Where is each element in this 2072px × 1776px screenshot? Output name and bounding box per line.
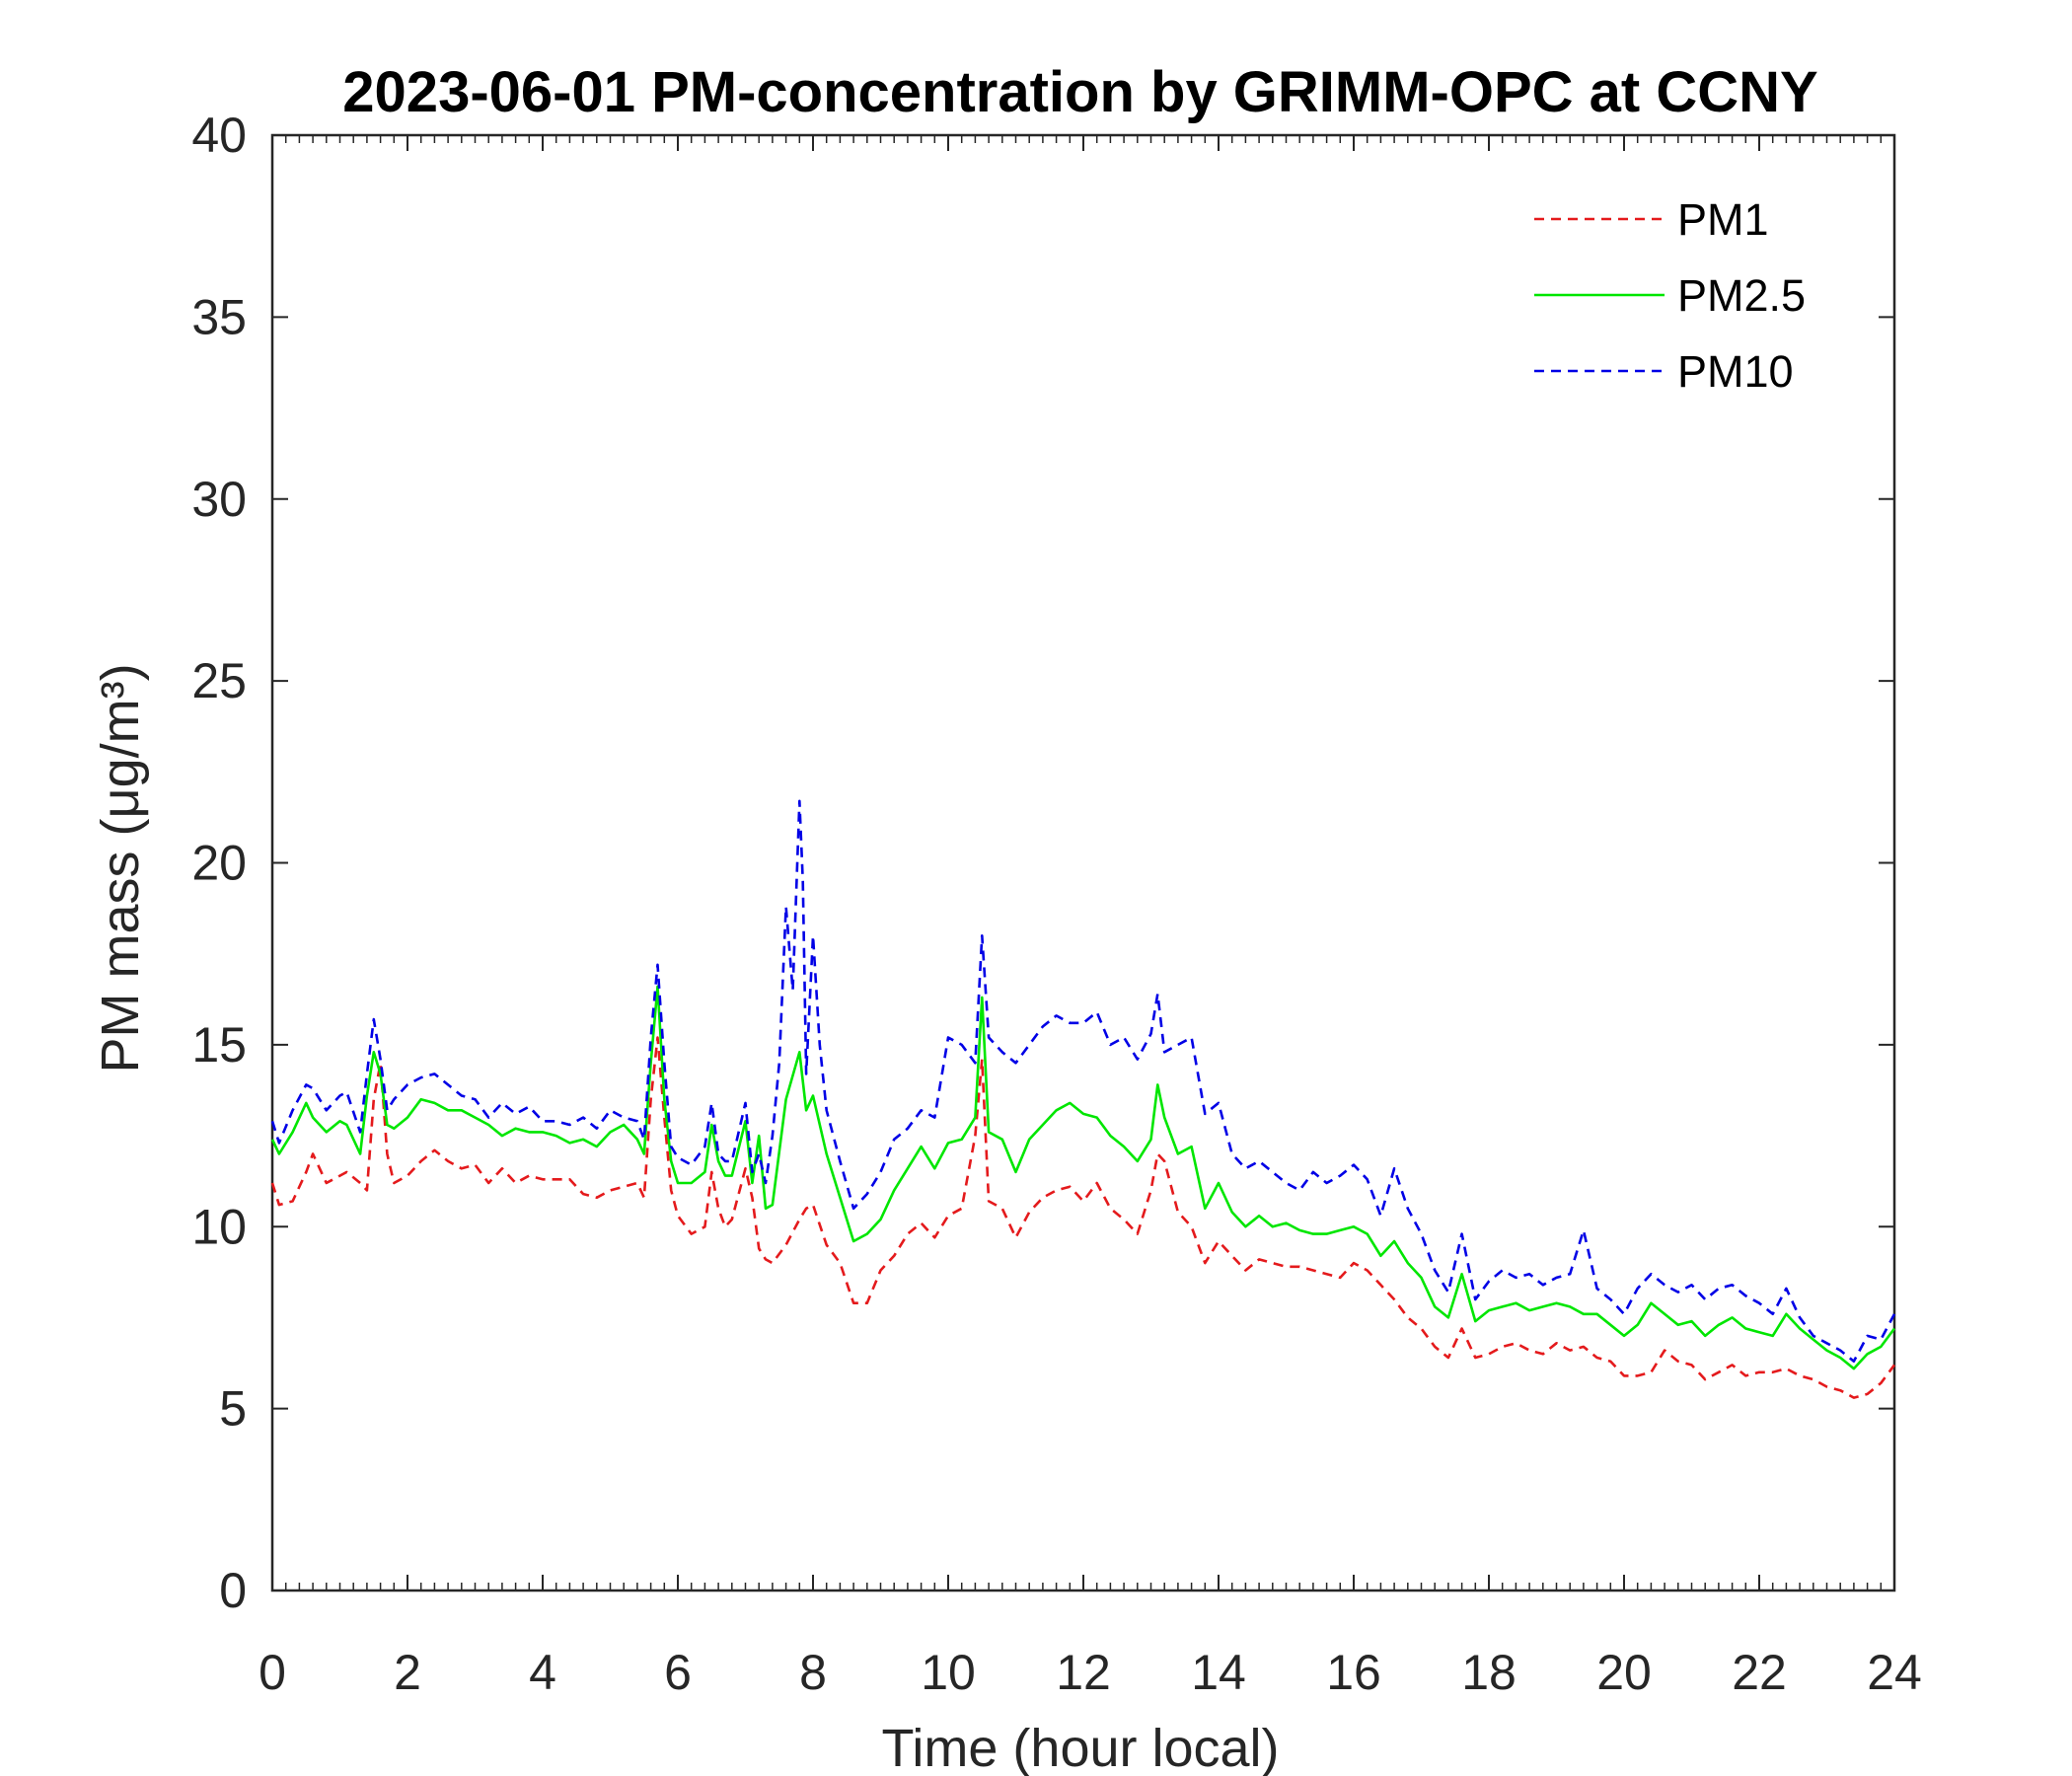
y-tick-label: 20 — [191, 836, 247, 891]
y-tick-label: 40 — [191, 108, 247, 163]
y-tick-label: 0 — [219, 1563, 247, 1618]
x-tick-label: 14 — [1191, 1645, 1246, 1700]
series-line-pm25 — [270, 985, 1896, 1370]
x-tick-label: 2 — [394, 1645, 421, 1700]
legend-label: PM2.5 — [1677, 270, 1806, 321]
x-tick-label: 12 — [1056, 1645, 1111, 1700]
x-tick-label: 8 — [799, 1645, 827, 1700]
series-lines — [270, 799, 1896, 1399]
x-tick-label: 4 — [529, 1645, 556, 1700]
x-tick-label: 22 — [1732, 1645, 1787, 1700]
series-line-pm1 — [270, 1036, 1896, 1399]
plot-frame-box — [270, 133, 1896, 1592]
y-tick-label: 5 — [219, 1381, 247, 1437]
x-tick-label: 24 — [1867, 1645, 1922, 1700]
y-tick-label: 35 — [191, 289, 247, 344]
plot-area — [270, 133, 1896, 1592]
legend-label: PM1 — [1677, 194, 1769, 245]
y-tick-label: 30 — [191, 472, 247, 527]
y-axis-label: PM mass (μg/m³) — [91, 663, 150, 1073]
legend-label: PM10 — [1677, 346, 1794, 397]
x-tick-label: 16 — [1326, 1645, 1381, 1700]
x-tick-label: 0 — [259, 1645, 286, 1700]
legend: PM1 PM2.5 PM10 — [1534, 194, 1806, 397]
x-tick-label: 6 — [664, 1645, 692, 1700]
x-tick-label: 18 — [1461, 1645, 1517, 1700]
chart-title: 2023-06-01 PM-concentration by GRIMM-OPC… — [342, 60, 1817, 124]
y-tick-label: 15 — [191, 1017, 247, 1073]
y-tick-label: 25 — [191, 653, 247, 708]
x-tick-label: 20 — [1596, 1645, 1652, 1700]
x-axis-label: Time (hour local) — [881, 1719, 1279, 1776]
x-tick-label: 10 — [921, 1645, 976, 1700]
series-line-pm10 — [270, 799, 1896, 1363]
y-tick-label: 10 — [191, 1199, 247, 1254]
